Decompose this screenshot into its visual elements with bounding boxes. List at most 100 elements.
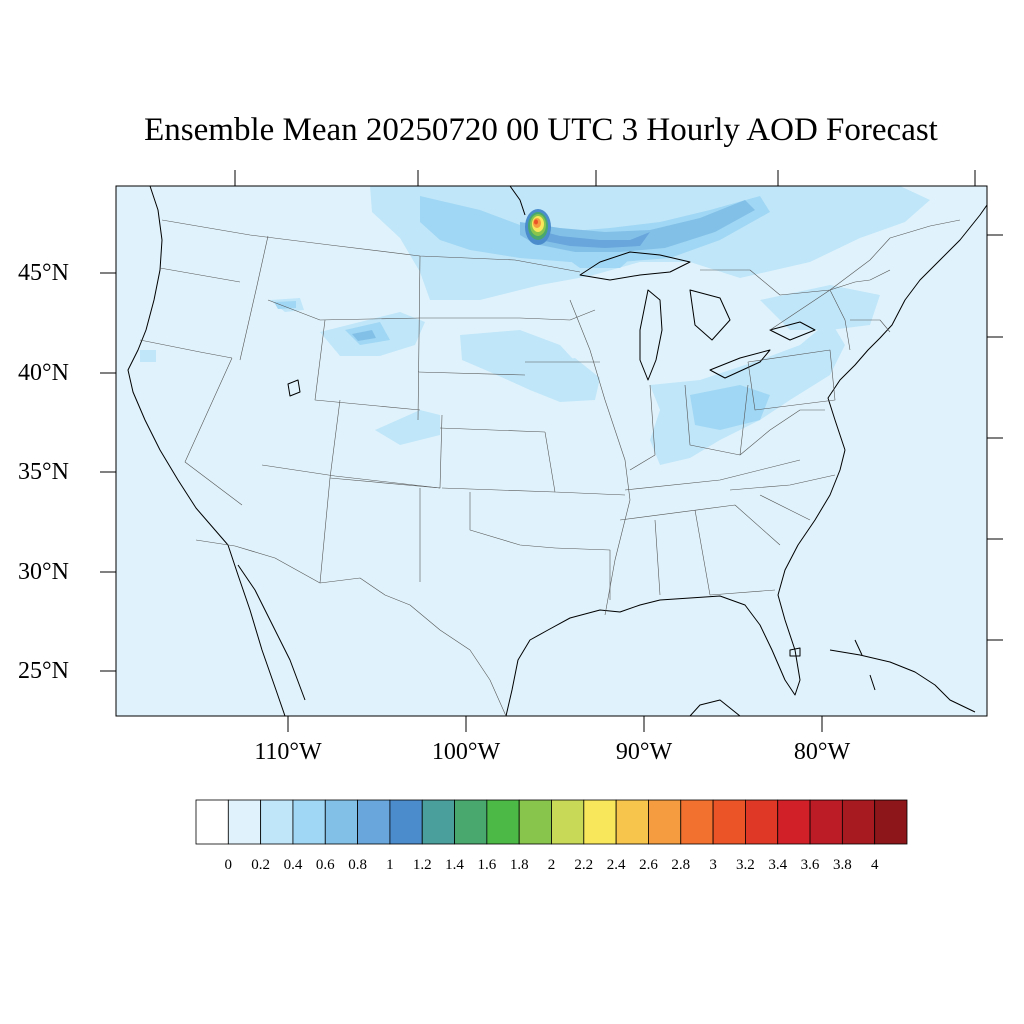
lat-label-45: 45°N bbox=[18, 260, 69, 286]
border-nebraska-kansas bbox=[439, 427, 556, 493]
coastline-gulf-of-california bbox=[237, 564, 306, 701]
aod-hotspot bbox=[525, 209, 551, 245]
aod-inner-wyoming bbox=[352, 330, 376, 341]
border-arkansas-louisiana bbox=[554, 547, 611, 600]
colorbar-box-14 bbox=[648, 799, 682, 845]
aod-contours bbox=[127, 186, 987, 716]
colorbar-label-17: 3.4 bbox=[768, 857, 788, 873]
border-idaho-west bbox=[239, 235, 269, 361]
colorbar-label-3: 0.6 bbox=[315, 857, 335, 873]
colorbar-box-21 bbox=[874, 799, 908, 845]
border-new-mexico bbox=[319, 477, 421, 584]
colorbar-label-19: 3.8 bbox=[833, 857, 852, 873]
border-us-canada bbox=[161, 219, 581, 273]
colorbar-label-1: 0.2 bbox=[251, 857, 270, 873]
colorbar-label-6: 1.2 bbox=[412, 857, 432, 873]
map-title: Ensemble Mean 20250720 00 UTC 3 Hourly A… bbox=[144, 112, 938, 148]
border-southeast bbox=[619, 504, 781, 596]
border-utah-arizona bbox=[261, 464, 441, 489]
lon-label-110: 110°W bbox=[254, 739, 322, 765]
aod-core-idaho bbox=[274, 301, 296, 309]
aod-plume-colorado bbox=[375, 410, 440, 445]
colorbar-label-13: 2.6 bbox=[639, 857, 658, 873]
lake-superior bbox=[579, 251, 691, 281]
border-new-england bbox=[829, 269, 891, 333]
lat-label-30: 30°N bbox=[18, 559, 69, 585]
aod-plume-midwest bbox=[525, 358, 600, 402]
map-ticks bbox=[100, 170, 1003, 732]
lat-label-35: 35°N bbox=[18, 459, 69, 485]
aod-plume-northeast bbox=[760, 285, 880, 330]
lake-okeechobee bbox=[789, 647, 801, 657]
colorbar-box-8 bbox=[454, 799, 488, 845]
lake-winnipeg bbox=[509, 186, 526, 216]
colorbar-label-5: 1 bbox=[386, 857, 394, 873]
colorbar-box-4 bbox=[324, 799, 358, 845]
colorbar-label-4: 0.8 bbox=[348, 857, 367, 873]
colorbar-label-2: 0.4 bbox=[283, 857, 303, 873]
coastline-yucatan bbox=[689, 699, 741, 716]
aod-core-ohio bbox=[690, 385, 770, 430]
lat-label-40: 40°N bbox=[18, 360, 69, 386]
border-montana-south bbox=[267, 299, 421, 321]
colorbar-box-11 bbox=[551, 799, 585, 845]
colorbar-box-1 bbox=[227, 799, 262, 845]
colorbar-label-9: 1.8 bbox=[509, 857, 529, 873]
colorbar-box-17 bbox=[745, 799, 779, 845]
colorbar-label-14: 2.8 bbox=[671, 857, 691, 873]
lon-label-80: 80°W bbox=[793, 739, 851, 765]
colorbar-label-20: 4 bbox=[870, 857, 879, 873]
lon-label-90: 90°W bbox=[615, 739, 673, 765]
border-canada-east bbox=[700, 219, 961, 296]
border-kentucky-tennessee bbox=[624, 459, 801, 491]
colorbar-box-15 bbox=[680, 799, 714, 845]
border-virginia-west-virginia bbox=[739, 409, 825, 456]
lake-michigan bbox=[639, 289, 663, 381]
border-ohio bbox=[684, 384, 749, 456]
colorbar-box-7 bbox=[421, 799, 455, 845]
colorbar-box-12 bbox=[583, 799, 617, 845]
aod-plume-california bbox=[140, 350, 156, 362]
border-new-york bbox=[769, 289, 851, 351]
coastline-gulf bbox=[505, 449, 846, 716]
colorbar-box-10 bbox=[518, 799, 552, 845]
border-illinois-indiana bbox=[629, 384, 656, 471]
border-us-mexico bbox=[195, 539, 507, 716]
colorbar-box-20 bbox=[841, 799, 876, 845]
coastline-atlantic bbox=[827, 204, 987, 451]
lake-huron bbox=[689, 289, 731, 341]
coastline-pacific bbox=[127, 186, 229, 546]
colorbar-label-18: 3.6 bbox=[800, 857, 820, 873]
aod-level-0.8 bbox=[530, 228, 650, 248]
colorbar bbox=[195, 799, 908, 845]
colorbar-box-19 bbox=[809, 799, 843, 845]
map-frame bbox=[115, 185, 988, 717]
colorbar-label-16: 3.2 bbox=[736, 857, 755, 873]
border-oklahoma-texas bbox=[469, 492, 556, 549]
coastline-bahamas bbox=[854, 639, 876, 691]
colorbar-label-8: 1.6 bbox=[477, 857, 497, 873]
coastline-baja bbox=[227, 544, 286, 716]
lake-erie bbox=[709, 349, 771, 379]
border-wyoming bbox=[314, 319, 421, 411]
colorbar-box-9 bbox=[486, 799, 520, 845]
colorbar-box-2 bbox=[260, 799, 294, 845]
lon-label-100: 100°W bbox=[431, 739, 501, 765]
colorbar-label-10: 2 bbox=[547, 857, 556, 873]
border-washington-oregon bbox=[159, 267, 241, 283]
aod-core-north bbox=[420, 196, 770, 262]
border-mississippi-river bbox=[569, 299, 631, 616]
border-nevada bbox=[184, 357, 243, 506]
colorbar-box-5 bbox=[357, 799, 391, 845]
colorbar-label-12: 2.4 bbox=[606, 857, 626, 873]
colorbar-label-15: 3 bbox=[709, 857, 717, 873]
border-missouri bbox=[544, 431, 626, 496]
colorbar-box-3 bbox=[292, 799, 326, 845]
colorbar-label-11: 2.2 bbox=[574, 857, 594, 873]
colorbar-box-18 bbox=[777, 799, 811, 845]
coastlines bbox=[127, 186, 987, 716]
border-carolinas bbox=[729, 474, 836, 521]
aod-dense-plume bbox=[530, 228, 650, 248]
colorbar-box-13 bbox=[615, 799, 649, 845]
